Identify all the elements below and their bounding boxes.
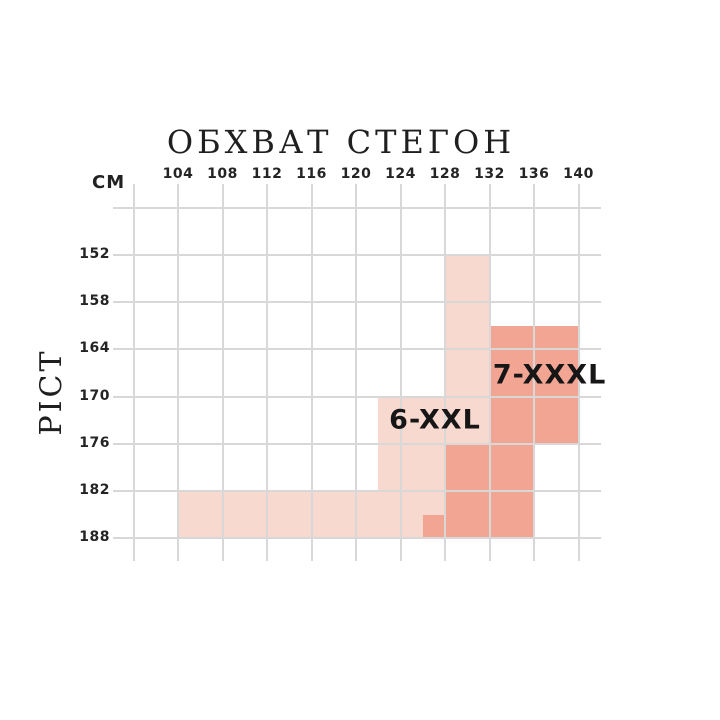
grid-column-line [533, 184, 535, 561]
height-tick-label: 164 [79, 340, 110, 357]
hip-tick-label: 104 [162, 166, 194, 182]
grid-column-line [177, 184, 179, 561]
height-tick-label: 176 [79, 434, 110, 451]
height-tick-label: 188 [79, 529, 110, 546]
grid-column-line [132, 184, 135, 561]
unit-label: СМ [92, 172, 126, 193]
grid-row-line [113, 490, 601, 492]
grid-column-line [266, 184, 268, 561]
grid-column-line [310, 184, 313, 561]
grid-column-line [444, 184, 446, 561]
size-region-label: 7-XXXL [492, 359, 607, 391]
grid-row-line [113, 395, 601, 398]
hip-tick-label: 120 [340, 166, 372, 182]
hip-tick-label: 128 [429, 166, 461, 182]
hip-tick-label: 136 [518, 166, 550, 182]
chart-title: ОБХВАТ СТЕГОН [166, 123, 516, 161]
height-tick-label: 170 [79, 387, 110, 404]
grid-row-line [113, 301, 601, 303]
grid-column-line [355, 184, 357, 561]
size-region-label: 6-XXL [389, 404, 481, 436]
grid-column-line [488, 184, 491, 561]
height-tick-label: 158 [79, 293, 110, 309]
hip-tick-label: 108 [207, 166, 238, 182]
hip-tick-label: 132 [474, 166, 505, 182]
size-region-rect [422, 514, 445, 539]
grid-column-line [221, 184, 224, 561]
hip-tick-label: 140 [563, 166, 594, 182]
grid-row-line [113, 206, 601, 209]
grid-column-line [577, 184, 580, 561]
hip-tick-label: 112 [251, 166, 283, 182]
grid-column-line [399, 184, 402, 561]
grid-row-line [113, 442, 601, 445]
height-tick-label: 182 [79, 482, 110, 498]
hip-tick-label: 116 [296, 166, 327, 182]
hip-tick-label: 124 [385, 166, 416, 182]
grid-row-line [113, 537, 601, 540]
grid-row-line [113, 253, 601, 256]
height-tick-label: 152 [79, 245, 110, 262]
grid-row-line [113, 348, 601, 351]
